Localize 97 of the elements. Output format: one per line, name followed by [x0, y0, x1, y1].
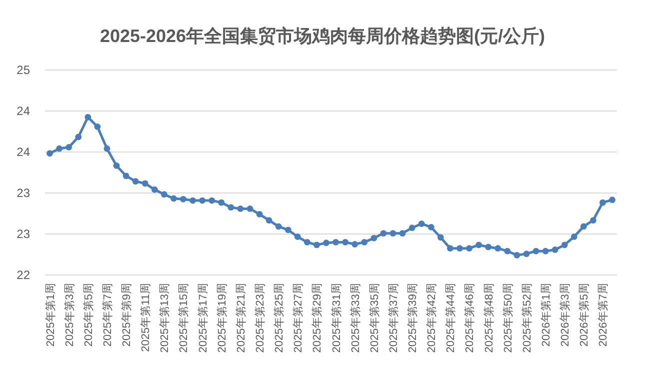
point	[199, 197, 206, 204]
x-tick-label: 2026年第7周	[598, 283, 610, 347]
x-tick-label: 2025年第48周	[483, 283, 496, 353]
x-tick-label: 2025年第17周	[197, 283, 210, 353]
point	[418, 220, 425, 227]
x-tick-label: 2025年第52周	[521, 283, 534, 353]
point	[561, 242, 568, 248]
point	[284, 226, 292, 234]
x-tick-label: 2025年第37周	[388, 283, 400, 353]
x-tick-label: 2025年第50周	[502, 283, 514, 353]
point	[446, 245, 454, 252]
point	[456, 245, 463, 252]
x-tick-label: 2025年第21周	[235, 283, 248, 353]
y-tick-label: 23	[16, 227, 30, 241]
point	[46, 150, 53, 157]
y-tick-label: 22	[16, 268, 30, 282]
point	[237, 206, 244, 212]
x-tick-label: 2025年第25周	[274, 283, 286, 353]
point	[332, 239, 339, 246]
x-tick-label: 2025年第27周	[292, 283, 305, 353]
point	[580, 223, 587, 230]
point	[160, 191, 168, 198]
point	[380, 230, 387, 237]
point	[342, 239, 348, 246]
point	[142, 180, 148, 187]
x-tick-label: 2025年第42周	[426, 283, 438, 353]
point	[437, 234, 444, 241]
point	[323, 240, 330, 246]
x-tick-label: 2025年第1周	[44, 283, 57, 347]
chart-title: 2025-2026年全国集贸市场鸡肉每周价格趋势图(元/公斤)	[100, 26, 546, 46]
point	[228, 204, 234, 211]
point	[84, 114, 92, 120]
point	[542, 248, 549, 254]
point	[190, 197, 196, 204]
point	[552, 246, 558, 253]
x-tick-label: 2025年第31周	[330, 283, 343, 353]
point	[275, 223, 282, 230]
point	[361, 239, 368, 246]
point	[600, 199, 606, 206]
x-tick-label: 2026年第1周	[540, 283, 552, 347]
point	[75, 134, 82, 140]
point	[56, 145, 62, 152]
point	[180, 196, 186, 202]
point	[151, 186, 158, 193]
point	[504, 248, 511, 254]
point	[266, 217, 272, 224]
x-tick-label: 2025年第9周	[121, 283, 134, 347]
x-tick-label: 2025年第44周	[445, 283, 458, 353]
point	[208, 197, 216, 204]
y-tick-label: 25	[16, 63, 30, 77]
point	[390, 230, 396, 237]
point	[514, 252, 520, 258]
point	[399, 230, 406, 237]
x-tick-label: 2026年第3周	[560, 283, 572, 347]
x-tick-label: 2025年第3周	[64, 283, 76, 347]
point	[352, 241, 358, 248]
point	[609, 196, 616, 204]
point	[532, 248, 540, 254]
x-tick-label: 2025年第7周	[102, 283, 114, 347]
x-tick-label: 2025年第33周	[350, 283, 362, 353]
point	[66, 144, 72, 150]
point	[314, 242, 320, 248]
x-tick-label: 2025年第29周	[312, 283, 324, 353]
point	[370, 234, 378, 242]
point	[246, 206, 254, 212]
x-tick-label: 2025年第13周	[159, 283, 172, 353]
point	[113, 162, 120, 169]
y-tick-label: 24	[16, 104, 30, 118]
point	[218, 199, 225, 206]
point	[170, 195, 177, 202]
x-tick-label: 2025年第39周	[407, 283, 420, 353]
y-tick-label: 24	[16, 145, 30, 159]
point	[132, 178, 139, 185]
x-tick-label: 2025年第11周	[140, 283, 152, 352]
point	[428, 224, 434, 230]
x-tick-label: 2025年第23周	[254, 283, 266, 353]
x-tick-label: 2025年第35周	[368, 283, 381, 353]
point	[476, 242, 482, 248]
point	[256, 210, 263, 218]
point	[466, 245, 472, 252]
point	[570, 234, 578, 240]
point	[485, 244, 492, 250]
point	[122, 172, 130, 180]
point	[523, 250, 530, 258]
x-tick-label: 2026年第5周	[578, 283, 591, 347]
x-tick-label: 2025年第15周	[178, 283, 190, 353]
point	[494, 245, 502, 252]
x-tick-label: 2025年第5周	[82, 283, 95, 347]
point	[294, 234, 301, 240]
y-tick-label: 23	[16, 186, 30, 200]
point	[408, 224, 416, 232]
point	[590, 217, 596, 224]
point	[104, 145, 110, 152]
point	[304, 239, 310, 246]
point	[94, 124, 101, 130]
x-tick-label: 2025年第19周	[216, 283, 228, 353]
x-tick-label: 2025年第46周	[464, 283, 476, 353]
